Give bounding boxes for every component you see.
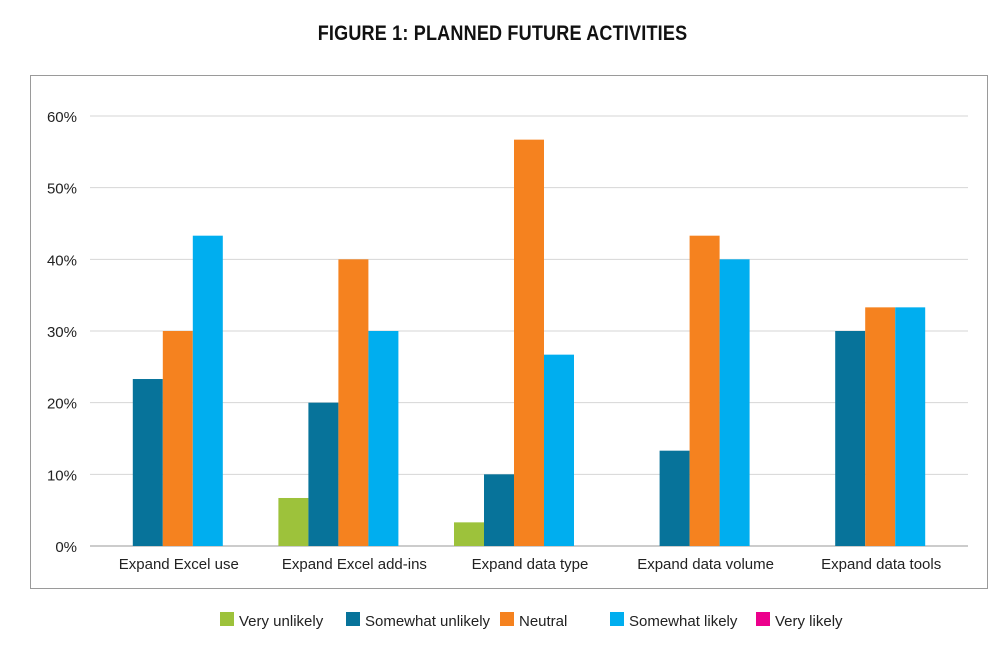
x-tick-label: Expand data volume (637, 556, 774, 573)
bar-neutral (689, 235, 720, 546)
bar-neutral (162, 331, 193, 546)
y-tick-label: 50% (47, 181, 77, 198)
x-tick-label: Expand data type (472, 556, 589, 573)
legend-label: Somewhat unlikely (365, 613, 491, 630)
y-axis-ticks: 0% 10% 20% 30% 40% 50% 60% (47, 109, 77, 556)
x-tick-label: Expand Excel use (119, 556, 239, 573)
bar-somewhat-unlikely (835, 331, 866, 546)
y-tick-label: 40% (47, 252, 77, 269)
bar-somewhat-likely (368, 331, 399, 546)
legend: Very unlikely Somewhat unlikely Neutral Som… (220, 612, 843, 630)
bar-somewhat-likely (719, 259, 750, 546)
legend-swatch (220, 612, 234, 626)
bars (132, 139, 926, 546)
x-tick-label: Expand data tools (821, 556, 941, 573)
bar-neutral (865, 307, 896, 546)
chart-title: FIGURE 1: PLANNED FUTURE ACTIVITIES (317, 22, 688, 45)
legend-label: Neutral (519, 613, 567, 630)
bar-neutral (338, 259, 369, 546)
plot-frame (30, 75, 988, 589)
bar-very-unlikely (454, 522, 484, 546)
y-tick-label: 20% (47, 396, 77, 413)
legend-swatch (756, 612, 770, 626)
legend-label: Very likely (775, 613, 843, 630)
x-tick-label: Expand Excel add-ins (282, 556, 427, 573)
legend-swatch (500, 612, 514, 626)
bar-somewhat-unlikely (132, 379, 163, 546)
bar-somewhat-unlikely (308, 402, 339, 546)
bar-somewhat-likely (192, 235, 223, 546)
legend-label: Somewhat likely (629, 613, 738, 630)
bar-somewhat-likely (544, 354, 574, 546)
bar-somewhat-unlikely (659, 450, 690, 546)
legend-label: Very unlikely (239, 613, 324, 630)
x-axis-ticks: Expand Excel use Expand Excel add-ins Expa… (119, 556, 941, 573)
legend-swatch (610, 612, 624, 626)
y-tick-label: 0% (55, 539, 77, 556)
y-tick-label: 30% (47, 324, 77, 341)
bar-somewhat-unlikely (484, 474, 514, 546)
y-tick-label: 10% (47, 467, 77, 484)
y-tick-label: 60% (47, 109, 77, 126)
legend-swatch (346, 612, 360, 626)
bar-somewhat-likely (895, 307, 926, 546)
bar-very-unlikely (278, 497, 309, 546)
bar-neutral (514, 139, 544, 546)
